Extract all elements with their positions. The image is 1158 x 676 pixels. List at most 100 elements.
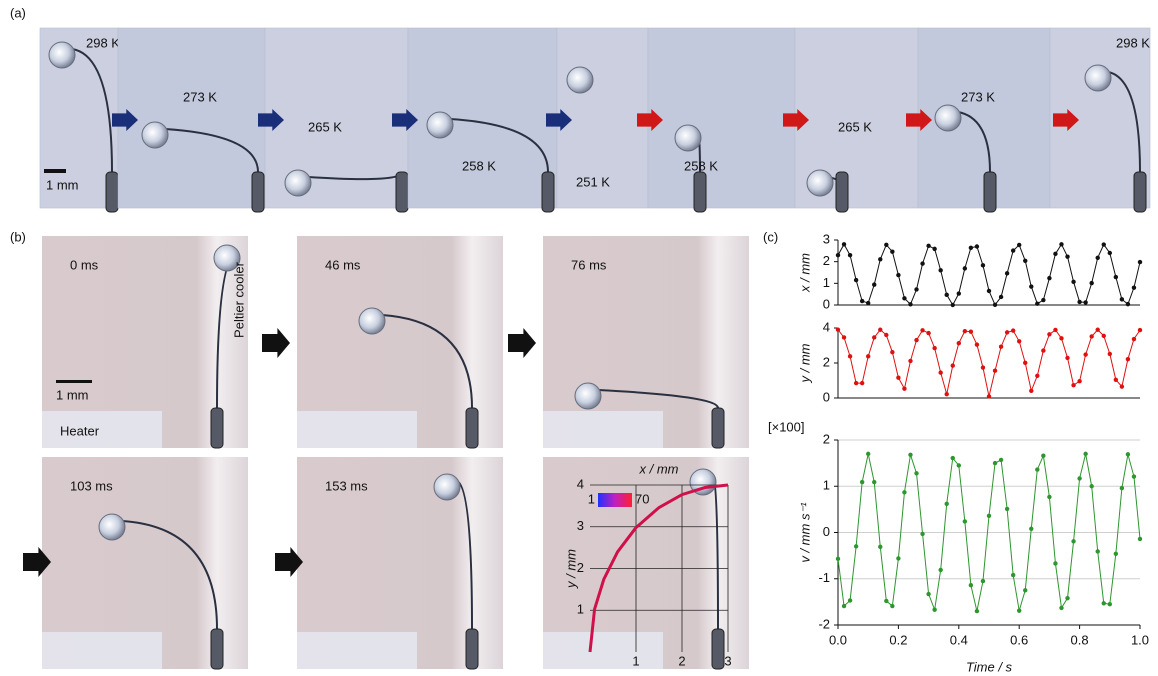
crystal [285,170,311,196]
data-point [914,338,918,342]
scale-bar [56,380,92,383]
data-point [926,592,930,596]
data-point [902,490,906,494]
data-point [945,502,949,506]
gripper [712,629,724,669]
data-point [975,609,979,613]
panel-label: (a) [10,5,26,20]
data-point [1126,357,1130,361]
crystal [575,383,601,409]
data-point [872,282,876,286]
data-point [1071,539,1075,543]
data-point [1120,486,1124,490]
data-point [890,350,894,354]
data-point [1065,254,1069,258]
data-point [1083,352,1087,356]
crystal [935,105,961,131]
data-point [1047,332,1051,336]
temperature-label: 251 K [576,174,610,189]
data-point [1083,452,1087,456]
y-tick-label: 2 [823,354,830,369]
data-point [969,583,973,587]
data-point [854,544,858,548]
y-tick-label: 0 [823,524,830,539]
y-axis-label: y / mm [563,549,578,589]
data-point [866,452,870,456]
data-point [884,599,888,603]
x-tick-label: 0.8 [1071,632,1089,647]
gripper [984,172,996,212]
data-point [1041,454,1045,458]
y-tick-label: 1 [577,602,584,617]
data-point [872,335,876,339]
data-point [1035,302,1039,306]
figure: (a)298 K273 K265 K258 K251 K258 K265 K27… [0,0,1158,676]
data-point [836,328,840,332]
data-point [981,579,985,583]
data-point [1059,606,1063,610]
data-point [999,345,1003,349]
data-point [1126,452,1130,456]
gripper [466,408,478,448]
x-tick-label: 0.4 [950,632,968,647]
data-line [838,244,1140,305]
data-point [1041,348,1045,352]
crystal [434,474,460,500]
data-point [896,376,900,380]
data-point [854,381,858,385]
data-point [999,458,1003,462]
data-point [878,257,882,261]
data-point [951,363,955,367]
colorbar-label: 1 [588,491,595,506]
x-tick-label: 0.6 [1010,632,1028,647]
data-point [1126,302,1130,306]
y-axis-label: y / mm [797,343,812,383]
data-point [1102,334,1106,338]
cooler-label: Peltier cooler [231,261,246,338]
colorbar-label: 70 [635,491,649,506]
time-label: 103 ms [70,478,113,493]
data-point [957,291,961,295]
gripper [252,172,264,212]
data-point [945,293,949,297]
gripper [694,172,706,212]
crystal [807,170,833,196]
data-point [938,370,942,374]
data-point [1132,337,1136,341]
data-point [1132,285,1136,289]
y-tick-label: 4 [577,476,584,491]
data-point [872,480,876,484]
y-tick-label: 3 [823,231,830,246]
temperature-label: 258 K [684,158,718,173]
data-point [938,268,942,272]
data-point [999,295,1003,299]
time-label: 0 ms [70,257,99,272]
temperature-label: 298 K [86,35,120,50]
data-point [1077,379,1081,383]
data-point [1096,549,1100,553]
data-point [1071,383,1075,387]
data-point [1059,336,1063,340]
x-tick-label: 1.0 [1131,632,1149,647]
multiplier: [×100] [768,419,805,434]
data-point [951,303,955,307]
data-point [1096,328,1100,332]
x-tick-label: 0.0 [829,632,847,647]
data-point [975,342,979,346]
data-point [860,299,864,303]
data-point [993,461,997,465]
data-point [1065,356,1069,360]
crystal [427,112,453,138]
data-point [981,365,985,369]
data-point [1089,281,1093,285]
data-point [987,289,991,293]
data-point [926,331,930,335]
y-tick-label: 1 [823,275,830,290]
crystal [567,67,593,93]
gripper [211,408,223,448]
heater [297,411,417,448]
data-point [836,557,840,561]
data-point [920,532,924,536]
data-point [957,463,961,467]
data-point [1029,389,1033,393]
